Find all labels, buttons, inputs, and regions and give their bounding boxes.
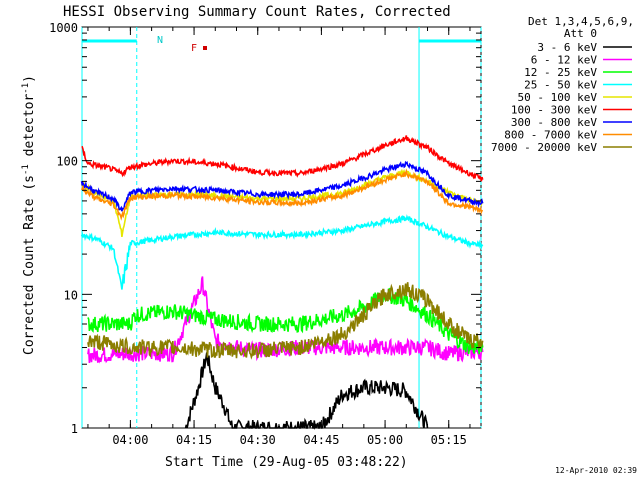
flare-marker <box>203 46 207 50</box>
x-tick-label: 04:15 <box>176 433 212 447</box>
x-tick-label: 05:15 <box>431 433 467 447</box>
legend-entry-label: 100 - 300 keV <box>511 104 597 117</box>
y-tick-label: 10 <box>64 288 78 302</box>
series-line <box>87 276 484 364</box>
flare-label: F <box>191 43 197 54</box>
y-tick-label: 100 <box>56 155 78 169</box>
chart-title: HESSI Observing Summary Count Rates, Cor… <box>63 4 451 20</box>
legend-entry-label: 3 - 6 keV <box>537 41 597 54</box>
series-line <box>80 160 484 212</box>
series-line <box>87 287 484 355</box>
series-line <box>80 214 484 290</box>
x-tick-label: 05:00 <box>367 433 403 447</box>
axis-ticks: 04:00 04:15 04:30 04:45 05:00 05:15 1 10 100 1000 <box>49 21 481 447</box>
legend-entry-label: 300 - 800 keV <box>511 116 597 129</box>
y-axis-label: Corrected Count Rate (s-1 detector-1) <box>21 75 37 355</box>
series-line <box>81 135 484 182</box>
y-tick-label: 1 <box>71 422 78 436</box>
series-line <box>87 282 484 360</box>
y-axis-label-sup2: -1 <box>21 83 31 94</box>
legend-header-2: Att 0 <box>564 27 597 40</box>
plot-frame <box>81 26 482 429</box>
legend-entry-label: 6 - 12 keV <box>531 54 598 67</box>
legend-entry-label: 25 - 50 keV <box>524 79 597 92</box>
x-tick-label: 04:00 <box>112 433 148 447</box>
night-label: N <box>157 35 163 46</box>
y-axis-label-mid: detector <box>22 94 37 165</box>
night-markers <box>81 27 482 428</box>
y-axis-label-main: Corrected Count Rate (s <box>22 175 37 355</box>
series-lines <box>80 135 484 431</box>
legend-entry-label: 50 - 100 keV <box>518 91 598 104</box>
timestamp: 12-Apr-2010 02:39 <box>555 466 637 475</box>
x-axis-label: Start Time (29-Aug-05 03:48:22) <box>165 455 408 470</box>
y-tick-label: 1000 <box>49 21 78 35</box>
y-axis-label-sup1: -1 <box>21 164 31 175</box>
series-line <box>80 168 484 221</box>
series-line <box>184 352 429 431</box>
legend-entry-label: 7000 - 20000 keV <box>491 141 597 154</box>
legend-header-1: Det 1,3,4,5,6,9, <box>528 15 634 28</box>
x-tick-label: 04:30 <box>240 433 276 447</box>
legend-entry-label: 12 - 25 keV <box>524 66 597 79</box>
legend-entry-label: 800 - 7000 keV <box>504 129 597 142</box>
x-tick-label: 04:45 <box>303 433 339 447</box>
y-axis-label-end: ) <box>22 75 37 83</box>
